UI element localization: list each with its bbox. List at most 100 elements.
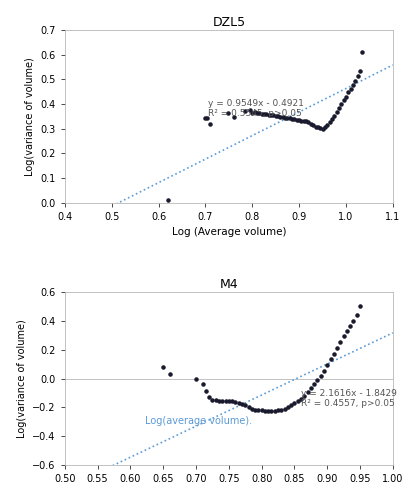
Point [359,48,366,56]
Point [337,338,343,345]
Point [340,96,347,104]
Point [357,302,363,310]
Point [261,110,267,118]
Point [301,392,307,400]
Point [326,118,333,126]
Point [331,112,337,120]
Point [324,361,330,369]
Point [324,121,330,129]
Title: DZL5: DZL5 [212,16,245,29]
Point [254,108,260,116]
Point [347,84,354,92]
Point [241,107,248,115]
Point [322,124,328,132]
Point [258,110,265,118]
Point [229,398,235,406]
Point [165,196,172,203]
Point [336,104,342,112]
Point [252,108,258,116]
Point [338,100,345,108]
Point [307,384,314,392]
Point [318,372,324,380]
Point [263,110,270,118]
Point [282,114,288,122]
Point [206,394,212,402]
Point [286,114,293,122]
Point [262,406,268,414]
Point [247,106,253,114]
Point [265,111,272,119]
Point [334,344,340,352]
Point [317,124,324,132]
X-axis label: Log (Average volume): Log (Average volume) [172,227,286,237]
Point [202,114,209,122]
Point [160,363,166,371]
Point [333,108,340,116]
Point [199,380,206,388]
Point [239,400,245,408]
Point [345,88,352,96]
Text: y = 2.1616x - 1.8429
R² = 0.4557, p>0.05: y = 2.1616x - 1.8429 R² = 0.4557, p>0.05 [301,389,397,408]
Point [327,356,334,364]
Point [343,92,349,100]
Point [298,394,304,402]
Point [265,406,271,414]
Title: M4: M4 [220,278,238,291]
Point [288,402,294,409]
Y-axis label: Log(variance of volume): Log(variance of volume) [25,57,35,176]
Point [268,111,274,119]
Point [321,367,327,375]
Point [315,124,321,132]
Point [291,115,298,123]
Point [311,380,318,388]
Point [298,116,305,124]
Text: Log(average volume).: Log(average volume). [145,416,252,426]
Point [209,396,215,404]
Point [312,122,319,130]
Point [277,113,284,121]
Point [303,117,309,125]
Point [256,110,262,118]
Point [279,113,286,121]
Point [291,399,298,407]
Point [249,109,256,117]
Point [273,112,279,120]
Point [344,327,350,335]
Point [340,332,347,340]
Point [226,398,232,406]
Point [202,387,209,395]
Point [268,406,275,414]
Point [354,310,360,318]
Point [304,388,311,396]
Point [319,124,326,132]
Point [219,397,226,405]
Point [294,116,300,124]
Point [252,406,258,413]
Point [296,116,303,124]
Point [222,398,229,406]
Point [275,112,281,120]
Point [329,116,335,124]
Point [232,398,239,406]
Text: y = 0.9549x - 0.4921
R² = 0.5545, p>0.05: y = 0.9549x - 0.4921 R² = 0.5545, p>0.05 [207,99,303,118]
Point [301,116,307,124]
Point [270,112,277,120]
Point [350,317,357,325]
Point [357,66,363,74]
Point [275,406,281,414]
Point [255,406,262,414]
Point [314,376,321,384]
Point [352,76,358,84]
Point [242,400,249,408]
Point [278,406,285,413]
Point [285,403,291,411]
Point [310,121,316,129]
Point [294,397,301,405]
Point [235,399,242,407]
Point [207,120,213,128]
Point [305,118,312,126]
Point [258,406,265,414]
Point [213,396,219,404]
Point [347,322,354,330]
Point [245,404,252,411]
